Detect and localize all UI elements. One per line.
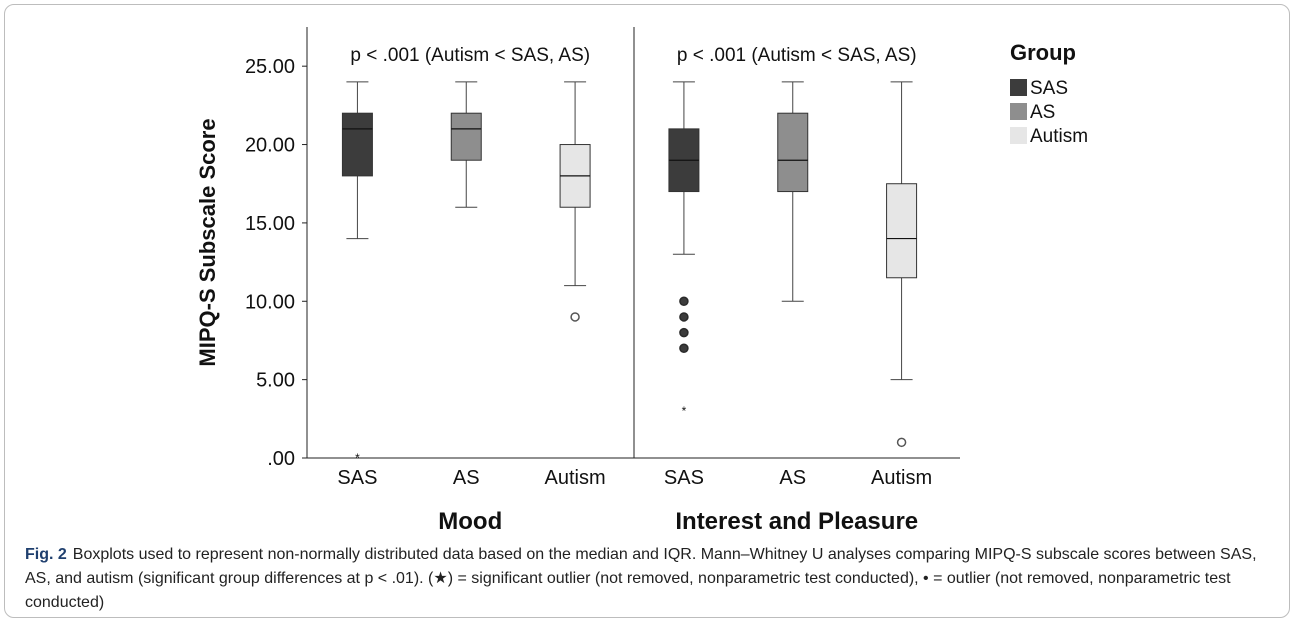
caption-text: Boxplots used to represent non-normally …: [25, 546, 1257, 611]
y-tick-label: 20.00: [245, 135, 295, 157]
legend-swatch: [1010, 127, 1027, 144]
panel-title: Mood: [438, 508, 502, 535]
x-tick-label: AS: [779, 467, 806, 489]
figure-frame: .00 5.00 10.00 15.00 20.00 25.00 MIPQ-S Subsca…: [4, 4, 1290, 618]
legend-swatch: [1010, 103, 1027, 120]
y-tick-label: 5.00: [256, 370, 295, 392]
outlier-point: [896, 437, 907, 448]
iqr-box: [450, 112, 482, 161]
x-tick-label: Autism: [871, 467, 932, 489]
outlier-point: [679, 343, 689, 354]
y-axis-title: MIPQ-S Subscale Score: [195, 118, 220, 366]
iqr-box: [777, 112, 809, 193]
x-tick-label: Autism: [545, 467, 606, 489]
outlier-point: [679, 296, 689, 307]
figure-caption: Fig. 2 Boxplots used to represent non-nor…: [25, 543, 1265, 615]
x-tick-label: AS: [453, 467, 480, 489]
legend-label: Autism: [1030, 126, 1088, 147]
y-tick-label: .00: [267, 448, 295, 470]
legend-swatch: [1010, 79, 1027, 96]
legend-label: SAS: [1030, 78, 1068, 99]
extreme-outlier-star: *: [355, 451, 360, 465]
legend-label: AS: [1030, 102, 1055, 123]
outlier-point: [679, 312, 689, 322]
outlier-point: [570, 312, 580, 322]
boxplot-chart: .00 5.00 10.00 15.00 20.00 25.00 MIPQ-S Subsca…: [195, 27, 1088, 535]
panel-annotation: p < .001 (Autism < SAS, AS): [677, 45, 917, 66]
iqr-box: [886, 183, 918, 279]
panel-annotation: p < .001 (Autism < SAS, AS): [350, 45, 590, 66]
y-tick-label: 25.00: [245, 56, 295, 78]
x-tick-label: SAS: [664, 467, 704, 489]
legend-title: Group: [1010, 40, 1076, 65]
panel-title: Interest and Pleasure: [675, 508, 918, 535]
extreme-outlier-star: *: [682, 404, 687, 418]
y-tick-label: 10.00: [245, 291, 295, 313]
caption-label: Fig. 2: [25, 546, 67, 563]
outlier-point: [679, 327, 689, 338]
iqr-box: [341, 112, 373, 177]
y-tick-label: 15.00: [245, 213, 295, 235]
x-tick-label: SAS: [337, 467, 377, 489]
